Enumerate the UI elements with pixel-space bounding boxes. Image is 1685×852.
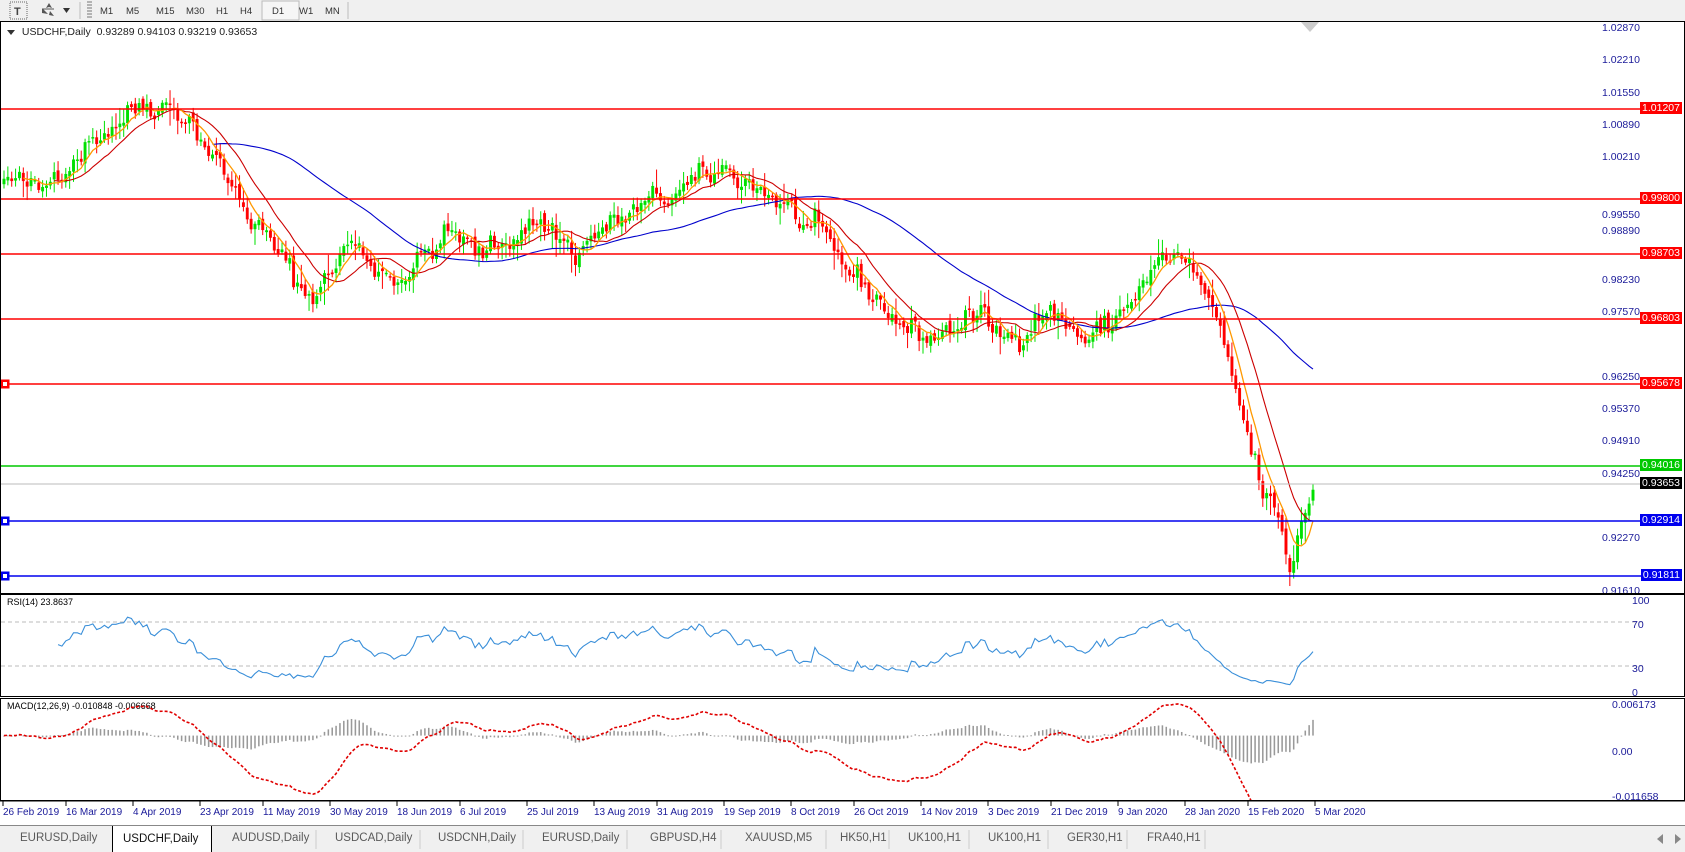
svg-text:D1: D1 xyxy=(272,6,284,17)
svg-text:W1: W1 xyxy=(299,6,313,17)
svg-text:H4: H4 xyxy=(240,6,252,17)
svg-text:H1: H1 xyxy=(216,6,228,17)
svg-text:M1: M1 xyxy=(100,6,113,17)
svg-text:M15: M15 xyxy=(156,6,174,17)
svg-text:MN: MN xyxy=(325,6,340,17)
svg-text:M5: M5 xyxy=(126,6,139,17)
svg-text:T: T xyxy=(14,6,21,18)
svg-text:M30: M30 xyxy=(186,6,204,17)
